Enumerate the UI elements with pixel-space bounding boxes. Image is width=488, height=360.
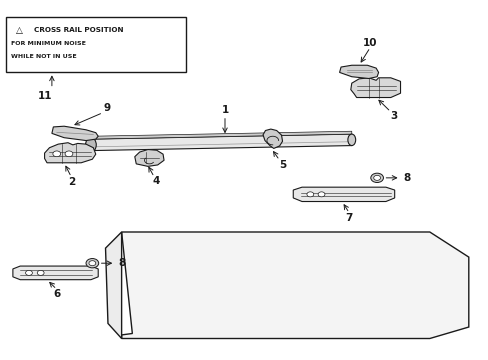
Text: 2: 2 <box>68 177 75 187</box>
Ellipse shape <box>347 134 355 145</box>
Bar <box>5 17 185 72</box>
Circle shape <box>373 175 380 180</box>
Text: 1: 1 <box>221 105 228 115</box>
Text: △: △ <box>16 26 22 35</box>
Text: 11: 11 <box>37 91 52 101</box>
Text: WHILE NOT IN USE: WHILE NOT IN USE <box>11 54 77 59</box>
Polygon shape <box>91 131 351 139</box>
Polygon shape <box>293 187 394 202</box>
Ellipse shape <box>85 138 96 152</box>
Text: 4: 4 <box>152 176 159 186</box>
Circle shape <box>370 173 383 183</box>
Text: 9: 9 <box>103 103 110 113</box>
Circle shape <box>37 270 44 275</box>
Polygon shape <box>44 143 96 163</box>
Polygon shape <box>135 149 163 166</box>
Text: CROSS RAIL POSITION: CROSS RAIL POSITION <box>34 27 123 33</box>
Circle shape <box>65 151 73 157</box>
Text: 8: 8 <box>118 258 125 268</box>
Circle shape <box>318 192 325 197</box>
Text: 6: 6 <box>53 289 61 299</box>
Circle shape <box>306 192 313 197</box>
Circle shape <box>89 261 96 266</box>
Text: 7: 7 <box>345 213 352 222</box>
Text: 10: 10 <box>362 38 377 48</box>
Text: FOR MINIMUM NOISE: FOR MINIMUM NOISE <box>11 41 86 46</box>
Polygon shape <box>105 232 122 338</box>
Circle shape <box>86 258 99 268</box>
Circle shape <box>25 270 32 275</box>
Polygon shape <box>122 232 468 338</box>
Text: 8: 8 <box>403 173 409 183</box>
Text: 5: 5 <box>278 160 285 170</box>
Polygon shape <box>339 65 378 78</box>
Polygon shape <box>52 126 98 140</box>
Polygon shape <box>91 134 351 150</box>
Polygon shape <box>263 129 282 148</box>
Text: 3: 3 <box>389 111 397 121</box>
Circle shape <box>53 151 61 157</box>
Polygon shape <box>13 266 98 280</box>
Polygon shape <box>350 78 400 98</box>
